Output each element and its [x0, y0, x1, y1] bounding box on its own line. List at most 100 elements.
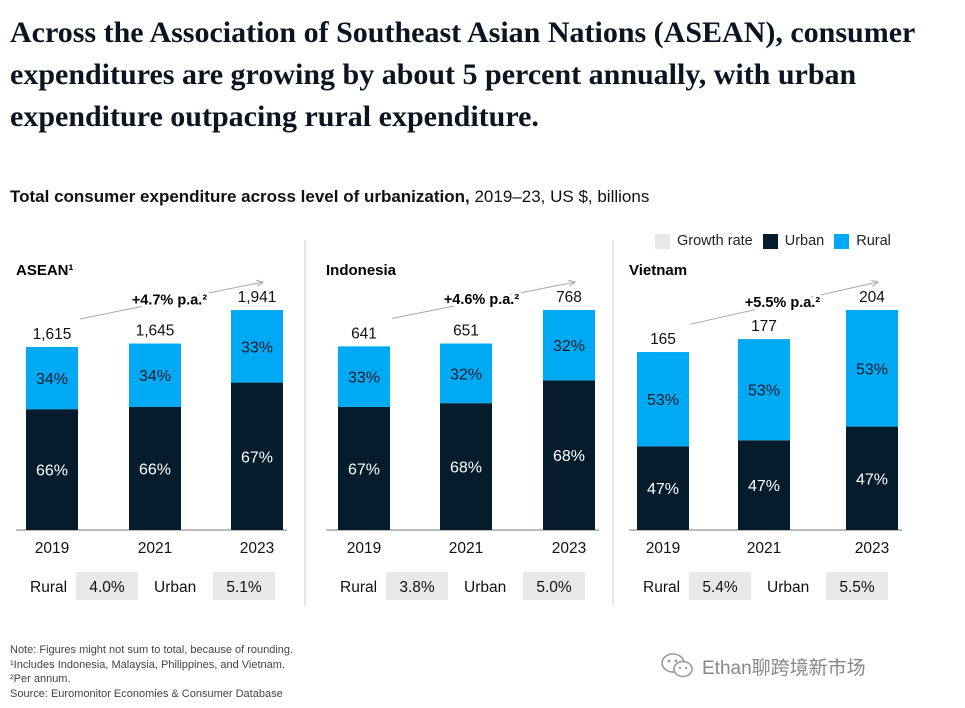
legend-label-urban: Urban [784, 233, 825, 249]
urban-share-label: 68% [553, 448, 585, 465]
rural-share-label: 32% [553, 338, 585, 355]
rural-share-label: 33% [241, 339, 273, 356]
growth-urban-label: Urban [464, 579, 506, 596]
growth-rural-label: Rural [643, 579, 680, 596]
rural-bar [738, 339, 790, 441]
growth-urban-box [213, 572, 275, 600]
growth-arrow-head [256, 279, 265, 287]
urban-bar [637, 446, 689, 530]
total-value-label: 1,645 [136, 323, 175, 340]
rural-bar [26, 346, 78, 410]
growth-urban-box [523, 572, 585, 600]
growth-rural-value: 3.8% [399, 579, 435, 596]
total-value-label: 165 [650, 331, 676, 348]
urban-bar [543, 380, 595, 530]
rural-share-label: 34% [36, 371, 68, 388]
total-value-label: 1,941 [238, 289, 277, 306]
growth-arrow-line [391, 281, 576, 319]
wechat-icon [661, 653, 693, 678]
growth-urban-value: 5.0% [536, 579, 572, 596]
growth-arrow-head [568, 279, 577, 287]
growth-urban-value: 5.5% [839, 579, 875, 596]
growth-rate-label: +4.6% p.a.² [444, 292, 520, 308]
year-tick-label: 2023 [855, 540, 889, 557]
rural-share-label: 32% [450, 366, 482, 383]
rural-share-label: 53% [748, 383, 780, 400]
growth-urban-label: Urban [767, 579, 809, 596]
growth-rural-label: Rural [30, 579, 67, 596]
urban-bar [440, 403, 492, 530]
stacked-bar-charts: ASEAN¹ 66% 34% 1,615 2019 66% 34% 1,645 2021 67% 3… [16, 240, 902, 606]
urban-share-label: 47% [748, 478, 780, 495]
rural-share-label: 53% [856, 361, 888, 378]
growth-arrow-line [690, 281, 879, 325]
footnotes: Note: Figures might not sum to total, be… [10, 643, 293, 701]
urban-share-label: 66% [139, 461, 171, 478]
rural-bar [338, 346, 390, 407]
growth-rural-box [689, 572, 751, 600]
total-value-label: 651 [453, 323, 479, 340]
total-value-label: 177 [751, 318, 777, 335]
note-source: Source: Euromonitor Economies & Consumer… [10, 687, 283, 700]
growth-arrow-line [79, 281, 264, 320]
rural-share-label: 33% [348, 370, 380, 387]
growth-urban-value: 5.1% [226, 579, 262, 596]
total-value-label: 1,615 [33, 326, 72, 343]
growth-rate-label: +5.5% p.a.² [745, 295, 821, 311]
rural-bar [637, 352, 689, 447]
urban-share-label: 47% [647, 481, 679, 498]
growth-rate-label: +4.7% p.a.² [132, 292, 208, 308]
urban-share-label: 47% [856, 471, 888, 488]
rural-bar [846, 310, 898, 427]
headline: Across the Association of Southeast Asia… [10, 16, 915, 133]
rural-bar [543, 310, 595, 381]
note-asean-definition: ¹Includes Indonesia, Malaysia, Philippin… [10, 658, 285, 671]
growth-arrow-head [871, 279, 880, 287]
legend-label-growth: Growth rate [677, 233, 753, 249]
note-rounding: Note: Figures might not sum to total, be… [10, 644, 294, 656]
subtitle-rest: 2019–23, US $, billions [469, 187, 650, 206]
year-tick-label: 2021 [138, 540, 172, 557]
urban-bar [338, 406, 390, 530]
total-value-label: 641 [351, 325, 377, 342]
year-tick-label: 2021 [449, 540, 483, 557]
legend: Growth rate Urban Rural [655, 233, 901, 249]
urban-share-label: 67% [348, 461, 380, 478]
growth-rural-value: 4.0% [89, 579, 125, 596]
total-value-label: 768 [556, 289, 582, 306]
year-tick-label: 2023 [552, 540, 586, 557]
panel-1-title: ASEAN¹ [16, 262, 74, 279]
rural-share-label: 34% [139, 368, 171, 385]
panel-3-title: Vietnam [629, 262, 687, 279]
watermark: Ethan聊跨境新市场 [660, 652, 866, 680]
legend-label-rural: Rural [856, 233, 891, 249]
urban-share-label: 68% [450, 460, 482, 477]
urban-bar [738, 440, 790, 530]
total-value-label: 204 [859, 289, 885, 306]
rural-bar [129, 343, 181, 407]
year-tick-label: 2023 [240, 540, 274, 557]
growth-rural-box [386, 572, 448, 600]
legend-swatch-rural [834, 233, 850, 249]
growth-rural-value: 5.4% [702, 579, 738, 596]
subtitle-bold: Total consumer expenditure across level … [10, 187, 470, 206]
panel-2-title: Indonesia [326, 262, 397, 279]
rural-share-label: 53% [647, 392, 679, 409]
growth-urban-label: Urban [154, 579, 196, 596]
note-per-annum: ²Per annum. [10, 673, 71, 685]
rural-bar [440, 343, 492, 404]
growth-urban-box [826, 572, 888, 600]
legend-swatch-growth [655, 233, 670, 249]
urban-bar [846, 426, 898, 530]
growth-rural-label: Rural [340, 579, 377, 596]
year-tick-label: 2019 [646, 540, 680, 557]
urban-bar [231, 382, 283, 530]
year-tick-label: 2019 [347, 540, 381, 557]
rural-bar [231, 310, 283, 383]
urban-share-label: 67% [241, 449, 273, 466]
year-tick-label: 2021 [747, 540, 781, 557]
urban-bar [26, 409, 78, 530]
growth-rural-box [76, 572, 138, 600]
year-tick-label: 2019 [35, 540, 69, 557]
urban-bar [129, 406, 181, 530]
